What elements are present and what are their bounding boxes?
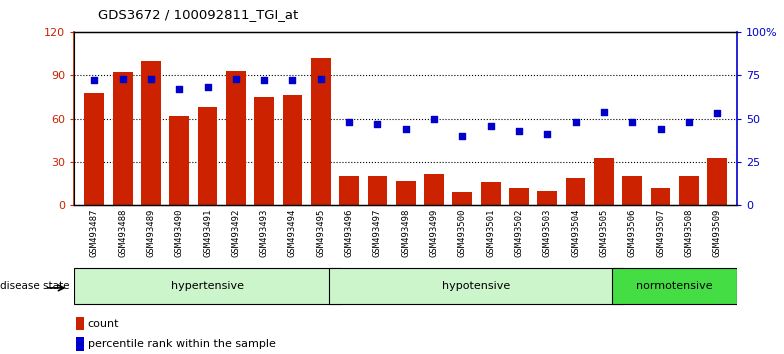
Bar	[198, 107, 217, 205]
Point	[173, 86, 186, 92]
Point	[230, 76, 242, 81]
Text: GSM493504: GSM493504	[571, 208, 580, 257]
Bar	[329, 268, 624, 304]
Bar	[707, 158, 727, 205]
Point	[144, 76, 157, 81]
Text: GSM493488: GSM493488	[118, 208, 127, 257]
Bar	[339, 176, 359, 205]
Point	[343, 119, 355, 125]
Point	[597, 109, 610, 114]
Point	[286, 78, 299, 83]
Bar	[169, 116, 189, 205]
Point	[258, 78, 270, 83]
Text: GSM493498: GSM493498	[401, 208, 410, 257]
Text: hypertensive: hypertensive	[171, 281, 244, 291]
Text: GSM493509: GSM493509	[713, 208, 721, 257]
Bar	[679, 176, 699, 205]
Text: GSM493493: GSM493493	[260, 208, 269, 257]
Text: GSM493497: GSM493497	[373, 208, 382, 257]
Text: disease state: disease state	[0, 281, 70, 291]
Bar	[85, 93, 104, 205]
Text: GSM493506: GSM493506	[628, 208, 637, 257]
Point	[683, 119, 695, 125]
Text: GSM493503: GSM493503	[543, 208, 552, 257]
Point	[116, 76, 129, 81]
Bar	[396, 181, 416, 205]
Point	[88, 78, 100, 83]
Text: GSM493487: GSM493487	[90, 208, 99, 257]
Point	[371, 121, 383, 127]
Point	[654, 126, 666, 132]
Bar	[141, 61, 161, 205]
Point	[541, 131, 554, 137]
Bar	[311, 58, 331, 205]
Text: GSM493501: GSM493501	[486, 208, 495, 257]
Point	[485, 123, 497, 129]
Text: GSM493505: GSM493505	[600, 208, 608, 257]
Text: percentile rank within the sample: percentile rank within the sample	[88, 339, 276, 349]
Bar	[424, 173, 444, 205]
Bar	[226, 71, 245, 205]
Text: GSM493495: GSM493495	[316, 208, 325, 257]
Bar	[368, 176, 387, 205]
Point	[399, 126, 412, 132]
Text: GSM493496: GSM493496	[345, 208, 354, 257]
Bar	[481, 182, 500, 205]
Bar	[566, 178, 586, 205]
Bar	[254, 97, 274, 205]
Bar	[509, 188, 529, 205]
Text: GSM493507: GSM493507	[656, 208, 665, 257]
Point	[456, 133, 469, 139]
Text: GSM493500: GSM493500	[458, 208, 466, 257]
Bar	[622, 176, 642, 205]
Bar	[74, 268, 340, 304]
Bar	[282, 96, 303, 205]
Text: GSM493494: GSM493494	[288, 208, 297, 257]
Point	[626, 119, 638, 125]
Text: GDS3672 / 100092811_TGI_at: GDS3672 / 100092811_TGI_at	[98, 8, 298, 21]
Bar	[113, 72, 132, 205]
Text: hypotensive: hypotensive	[442, 281, 510, 291]
Text: GSM493492: GSM493492	[231, 208, 241, 257]
Bar	[76, 317, 84, 331]
Text: GSM493489: GSM493489	[147, 208, 155, 257]
Bar	[537, 191, 557, 205]
Point	[428, 116, 441, 121]
Text: normotensive: normotensive	[637, 281, 713, 291]
Text: GSM493499: GSM493499	[430, 208, 438, 257]
Point	[513, 128, 525, 133]
Point	[201, 85, 214, 90]
Bar	[612, 268, 737, 304]
Text: GSM493490: GSM493490	[175, 208, 183, 257]
Point	[569, 119, 582, 125]
Point	[314, 76, 327, 81]
Point	[711, 110, 724, 116]
Bar	[651, 188, 670, 205]
Text: GSM493508: GSM493508	[684, 208, 693, 257]
Text: GSM493491: GSM493491	[203, 208, 212, 257]
Bar	[452, 192, 472, 205]
Bar	[76, 337, 84, 351]
Text: count: count	[88, 319, 119, 329]
Text: GSM493502: GSM493502	[514, 208, 524, 257]
Bar	[594, 158, 614, 205]
